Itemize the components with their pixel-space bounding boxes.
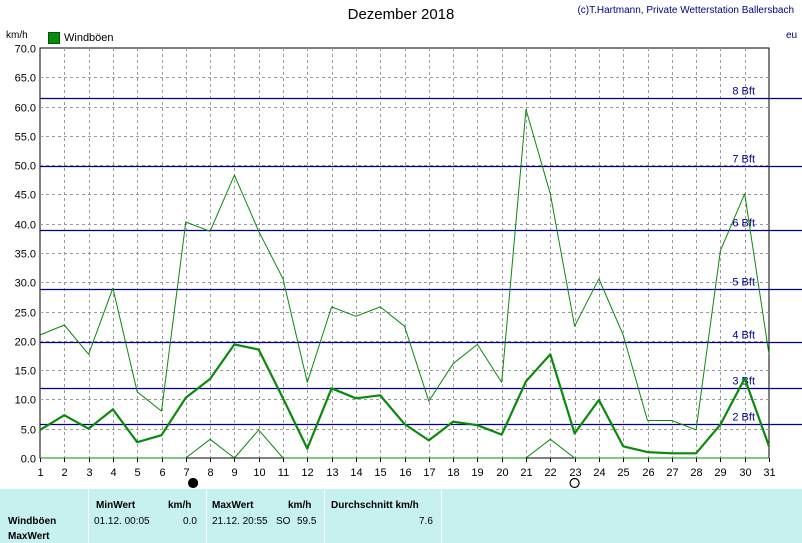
row-label-maxwert: MaxWert: [8, 531, 50, 542]
x-tick-label: 14: [350, 467, 362, 479]
series-line: [40, 429, 769, 459]
x-tick-label: 9: [231, 467, 237, 479]
header-avg: Durchschnitt km/h: [331, 500, 419, 511]
y-tick-label: 45.0: [15, 190, 36, 202]
header-max-unit: km/h: [288, 500, 312, 511]
y-tick-label: 0.0: [21, 454, 36, 466]
max-direction: SO: [276, 516, 291, 527]
x-tick-label: 22: [544, 467, 556, 479]
y-tick-label: 65.0: [15, 73, 36, 85]
x-tick-label: 23: [569, 467, 581, 479]
row-label-windboeen: Windböen: [8, 516, 57, 527]
x-tick-label: 29: [714, 467, 726, 479]
x-tick-label: 1: [37, 467, 43, 479]
table-divider: [324, 489, 325, 543]
x-tick-label: 3: [86, 467, 92, 479]
beaufort-label: 2 Bft: [732, 412, 755, 424]
y-tick-label: 35.0: [15, 249, 36, 261]
y-tick-label: 55.0: [15, 132, 36, 144]
chart-series: [39, 109, 771, 459]
y-tick-label: 5.0: [21, 425, 36, 437]
x-tick-label: 30: [739, 467, 751, 479]
edge-mark: eu: [786, 30, 798, 41]
y-tick-label: 40.0: [15, 220, 36, 232]
x-tick-label: 19: [471, 467, 483, 479]
legend-label: Windböen: [64, 32, 114, 44]
x-tick-label: 8: [207, 467, 213, 479]
min-value: 0.0: [183, 516, 197, 527]
avg-value: 7.6: [419, 516, 433, 527]
new-moon-icon: [187, 477, 199, 489]
y-tick-label: 70.0: [15, 44, 36, 56]
beaufort-label: 7 Bft: [732, 154, 755, 166]
max-value: 59.5: [297, 516, 317, 527]
chart-grid: [39, 47, 770, 459]
table-divider: [441, 489, 442, 543]
y-tick-label: 30.0: [15, 278, 36, 290]
y-tick-label: 15.0: [15, 366, 36, 378]
x-tick-label: 2: [61, 467, 67, 479]
max-time: 21.12. 20:55: [212, 516, 268, 527]
x-tick-label: 10: [253, 467, 265, 479]
y-tick-label: 20.0: [15, 337, 36, 349]
y-tick-label: 50.0: [15, 161, 36, 173]
header-min: MinWert: [96, 500, 136, 511]
x-tick-label: 18: [447, 467, 459, 479]
y-tick-label: 10.0: [15, 395, 36, 407]
x-tick-label: 31: [763, 467, 775, 479]
x-tick-label: 7: [183, 467, 189, 479]
x-tick-label: 24: [593, 467, 605, 479]
series-line: [39, 343, 771, 455]
chart-axes: 0.0 5.0 10.0 15.0 20.0 25.0 30.0 35.0 40.0 45.0 50…: [15, 44, 776, 480]
full-moon-icon: [569, 477, 580, 489]
x-tick-label: 6: [159, 467, 165, 479]
y-tick-label: 25.0: [15, 308, 36, 320]
header-max: MaxWert: [212, 500, 254, 511]
x-tick-label: 25: [617, 467, 629, 479]
x-tick-label: 26: [642, 467, 654, 479]
copyright-text: (c)T.Hartmann, Private Wetterstation Bal…: [577, 5, 794, 16]
x-tick-label: 27: [666, 467, 678, 479]
y-tick-label: 60.0: [15, 103, 36, 115]
series-line: [39, 109, 770, 431]
min-time: 01.12. 00:05: [94, 516, 150, 527]
y-axis-unit: km/h: [6, 30, 28, 41]
x-tick-label: 4: [110, 467, 116, 479]
summary-table: MinWert km/h MaxWert km/h Durchschnitt k…: [0, 489, 802, 543]
x-tick-label: 21: [520, 467, 532, 479]
chart-title: Dezember 2018: [347, 6, 455, 23]
x-tick-label: 16: [399, 467, 411, 479]
x-tick-label: 20: [496, 467, 508, 479]
x-tick-label: 13: [326, 467, 338, 479]
x-tick-label: 12: [301, 467, 313, 479]
header-min-unit: km/h: [168, 500, 192, 511]
x-tick-label: 5: [134, 467, 140, 479]
beaufort-label: 5 Bft: [732, 277, 755, 289]
x-tick-label: 11: [278, 467, 289, 479]
table-divider: [206, 489, 207, 543]
x-tick-label: 17: [423, 467, 435, 479]
x-tick-label: 28: [690, 467, 702, 479]
table-divider: [88, 489, 89, 543]
beaufort-label: 8 Bft: [732, 86, 755, 98]
moon-phase-markers: [187, 477, 580, 489]
x-tick-label: 15: [374, 467, 386, 479]
beaufort-label: 4 Bft: [732, 330, 755, 342]
legend-swatch: [48, 32, 60, 44]
beaufort-label: 6 Bft: [732, 218, 755, 230]
chart-legend: Windböen: [48, 32, 114, 44]
